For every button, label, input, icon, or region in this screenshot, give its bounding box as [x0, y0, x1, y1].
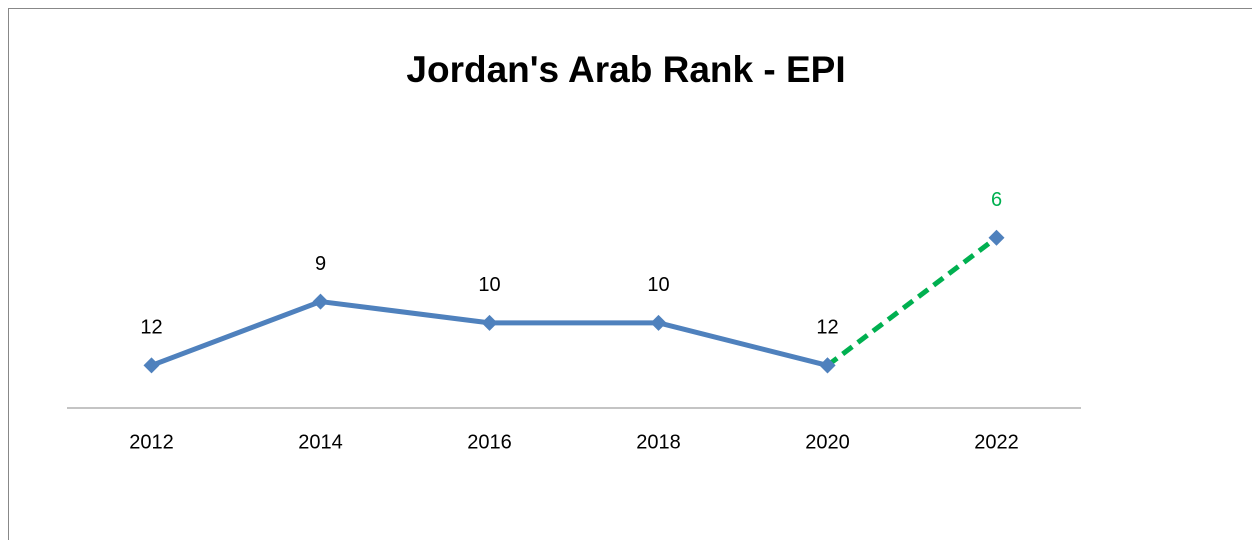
x-tick-label: 2016: [467, 431, 512, 453]
data-label: 10: [478, 274, 500, 296]
data-point: [650, 314, 667, 331]
data-point: [143, 357, 160, 374]
chart-title: Jordan's Arab Rank - EPI: [406, 49, 845, 90]
data-label: 6: [991, 189, 1002, 211]
series-line: [825, 235, 999, 368]
data-label: 12: [140, 317, 162, 339]
x-tick-label: 2014: [298, 431, 343, 453]
data-point: [819, 357, 836, 374]
data-label: 9: [315, 253, 326, 275]
data-label: 12: [816, 317, 838, 339]
x-tick-label: 2020: [805, 431, 850, 453]
x-tick-label: 2018: [636, 431, 681, 453]
chart-frame: [8, 8, 1252, 540]
x-tick-label: 2012: [129, 431, 174, 453]
data-point: [312, 293, 329, 310]
data-point: [481, 314, 498, 331]
data-point: [988, 229, 1005, 246]
data-label: 10: [647, 274, 669, 296]
x-tick-label: 2022: [974, 431, 1019, 453]
